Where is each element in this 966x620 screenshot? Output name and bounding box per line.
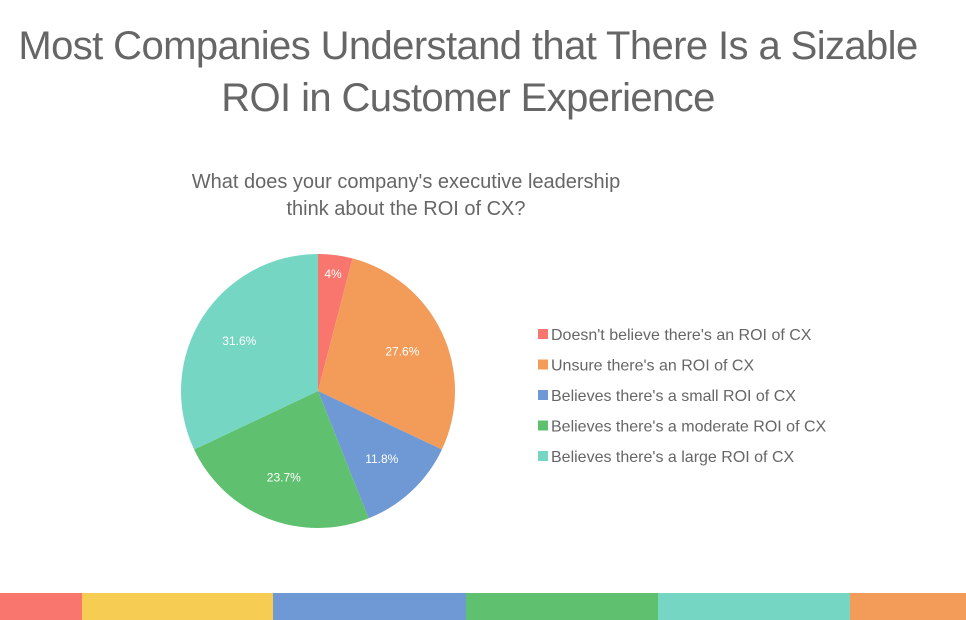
bottom-color-bar [0, 593, 966, 620]
legend-swatch-1 [538, 329, 548, 339]
pie-slice-label-3: 11.8% [365, 452, 398, 466]
chart-title-line-1: What does your company's executive leade… [192, 171, 621, 193]
pie-slice-label-4: 23.7% [267, 471, 301, 485]
legend-label-1: Doesn't believe there's an ROI of CX [551, 327, 812, 344]
legend-swatch-4 [538, 420, 548, 431]
legend-swatch-3 [538, 390, 548, 400]
legend-label-2: Unsure there's an ROI of CX [551, 358, 754, 375]
pie-chart: What does your company's executive leade… [181, 171, 827, 529]
legend-label-5: Believes there's a large ROI of CX [551, 449, 794, 466]
slide-title: Most Companies Understand that There Is … [0, 20, 936, 124]
bottom-bar-segment-3 [273, 593, 466, 620]
slide-title-line-1: Most Companies Understand that There Is … [18, 24, 918, 68]
pie-slice-label-2: 27.6% [385, 345, 419, 359]
chart-title-line-2: think about the ROI of CX? [286, 198, 525, 220]
legend-swatch-2 [538, 359, 548, 370]
pie-slice-3 [318, 391, 442, 519]
pie-slice-2 [318, 258, 455, 450]
pie-slice-label-5: 31.6% [222, 334, 256, 348]
slide-title-line-2: ROI in Customer Experience [221, 76, 715, 120]
pie-slice-5 [181, 254, 318, 450]
pie-slice-label-1: 4% [324, 267, 342, 281]
pie-slice-4 [194, 391, 369, 529]
legend-label-4: Believes there's a moderate ROI of CX [551, 419, 827, 436]
bottom-bar-segment-2 [82, 593, 273, 620]
legend-label-3: Believes there's a small ROI of CX [551, 388, 796, 405]
bottom-bar-segment-5 [658, 593, 850, 620]
bottom-bar-segment-6 [850, 593, 966, 620]
pie-slice-1 [318, 254, 353, 391]
bottom-bar-segment-4 [466, 593, 658, 620]
bottom-bar-segment-1 [0, 593, 82, 620]
legend-swatch-5 [538, 451, 548, 461]
